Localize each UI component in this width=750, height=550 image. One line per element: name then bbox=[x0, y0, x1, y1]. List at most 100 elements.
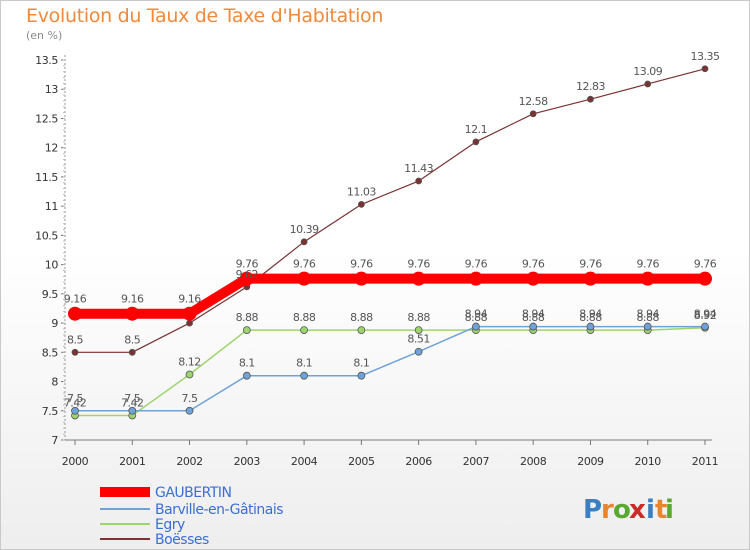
logo-letter: r bbox=[601, 495, 614, 525]
y-tick-label: 7 bbox=[51, 434, 58, 447]
series-line-2 bbox=[75, 327, 706, 417]
data-label: 8.1 bbox=[353, 357, 369, 370]
data-label: 7.5 bbox=[124, 392, 140, 405]
x-tick-label: 2001 bbox=[119, 455, 145, 468]
x-tick-label: 2000 bbox=[62, 455, 89, 468]
x-tick-label: 2004 bbox=[291, 455, 318, 468]
data-point bbox=[357, 200, 365, 208]
data-label: 9.76 bbox=[236, 258, 259, 271]
data-point bbox=[242, 326, 251, 334]
data-label: 9.16 bbox=[121, 293, 144, 306]
y-tick-label: 7.5 bbox=[42, 405, 59, 418]
data-point bbox=[185, 370, 194, 379]
data-label: 8.88 bbox=[293, 311, 316, 324]
y-tick-label: 9.5 bbox=[42, 288, 59, 301]
legend-label: Egry bbox=[155, 517, 185, 533]
data-label: 9.76 bbox=[522, 258, 545, 271]
data-point bbox=[357, 326, 366, 334]
data-label: 8.88 bbox=[522, 311, 545, 324]
data-label: 12.1 bbox=[465, 123, 488, 136]
data-label: 8.1 bbox=[296, 357, 312, 370]
series-line-1 bbox=[75, 325, 705, 412]
data-point bbox=[701, 322, 709, 331]
series-line-0 bbox=[75, 273, 705, 319]
data-point bbox=[472, 138, 480, 146]
data-label: 8.88 bbox=[579, 311, 602, 324]
logo-letter: i bbox=[646, 495, 655, 525]
y-tick-label: 12.5 bbox=[35, 112, 58, 125]
data-label: 8.88 bbox=[465, 311, 488, 324]
data-label: 13.35 bbox=[691, 50, 720, 63]
data-label: 9.76 bbox=[465, 258, 488, 271]
series-line-3 bbox=[75, 68, 706, 353]
logo-letter: o bbox=[613, 495, 631, 525]
data-label: 9.16 bbox=[64, 293, 87, 306]
y-tick-label: 13 bbox=[45, 83, 59, 96]
data-point bbox=[300, 238, 308, 246]
x-tick-label: 2006 bbox=[405, 455, 432, 468]
x-tick-label: 2002 bbox=[176, 455, 202, 468]
data-point bbox=[357, 371, 366, 380]
data-point bbox=[125, 306, 140, 321]
data-point bbox=[698, 271, 712, 286]
data-label: 8.94 bbox=[694, 308, 717, 321]
data-point bbox=[468, 271, 483, 286]
data-point bbox=[128, 348, 136, 356]
data-point bbox=[300, 326, 308, 334]
x-tick-label: 2010 bbox=[635, 455, 662, 468]
data-label: 8.88 bbox=[407, 311, 430, 324]
data-point bbox=[472, 322, 480, 331]
chart-subtitle: (en %) bbox=[26, 29, 63, 42]
chart-axes: 7 7.5 8 8.5 9 9.5 10 10.5 11 11.5 12 12.5 13 13.5 2000… bbox=[35, 54, 719, 468]
data-point bbox=[529, 110, 537, 118]
data-label: 11.03 bbox=[347, 185, 376, 198]
logo-letter: i bbox=[665, 495, 674, 525]
data-label: 9.62 bbox=[236, 268, 259, 281]
data-point bbox=[415, 177, 423, 185]
logo-letter: x bbox=[629, 495, 646, 525]
data-point bbox=[128, 406, 137, 415]
data-label: 8.1 bbox=[239, 357, 255, 370]
data-point bbox=[587, 95, 594, 103]
data-point bbox=[526, 271, 541, 286]
data-point bbox=[185, 406, 194, 415]
y-tick-label: 12 bbox=[45, 142, 58, 155]
y-tick-label: 10 bbox=[45, 259, 59, 272]
data-point bbox=[701, 65, 709, 73]
legend-label: GAUBERTIN bbox=[155, 485, 232, 501]
x-tick-label: 2003 bbox=[234, 455, 261, 468]
data-label: 9.76 bbox=[579, 258, 602, 271]
data-point bbox=[529, 322, 538, 331]
data-point bbox=[643, 322, 652, 331]
y-tick-label: 11 bbox=[45, 200, 58, 213]
chart-title: Evolution du Taux de Taxe d'Habitation bbox=[26, 5, 384, 27]
data-label: 9.76 bbox=[350, 258, 373, 271]
data-label: 12.83 bbox=[576, 80, 605, 93]
legend-label: Boësses bbox=[155, 532, 209, 548]
x-tick-label: 2009 bbox=[577, 455, 604, 468]
data-label: 9.76 bbox=[694, 258, 717, 271]
data-label: 8.94 bbox=[465, 308, 488, 321]
y-tick-label: 13.5 bbox=[35, 54, 58, 67]
logo-letter: P bbox=[583, 495, 602, 525]
data-label: 7.42 bbox=[121, 396, 144, 409]
data-point bbox=[640, 271, 655, 286]
x-tick-label: 2008 bbox=[520, 455, 547, 468]
data-point bbox=[300, 371, 308, 380]
x-tick-label: 2005 bbox=[348, 455, 375, 468]
proxiti-logo: Pr ox i ti bbox=[583, 495, 674, 525]
data-point bbox=[68, 306, 82, 321]
data-label: 8.94 bbox=[579, 308, 602, 321]
data-label: 7.5 bbox=[182, 392, 198, 405]
data-label: 13.09 bbox=[633, 65, 662, 78]
data-label: 8.88 bbox=[350, 311, 373, 324]
data-label: 8.94 bbox=[636, 308, 659, 321]
legend-label: Barville-en-Gâtinais bbox=[155, 502, 283, 518]
data-label: 8.12 bbox=[178, 356, 201, 369]
y-tick-label: 8 bbox=[51, 376, 58, 389]
y-tick-label: 10.5 bbox=[35, 229, 58, 242]
data-label: 9.76 bbox=[636, 258, 659, 271]
y-tick-label: 8.5 bbox=[42, 346, 59, 359]
